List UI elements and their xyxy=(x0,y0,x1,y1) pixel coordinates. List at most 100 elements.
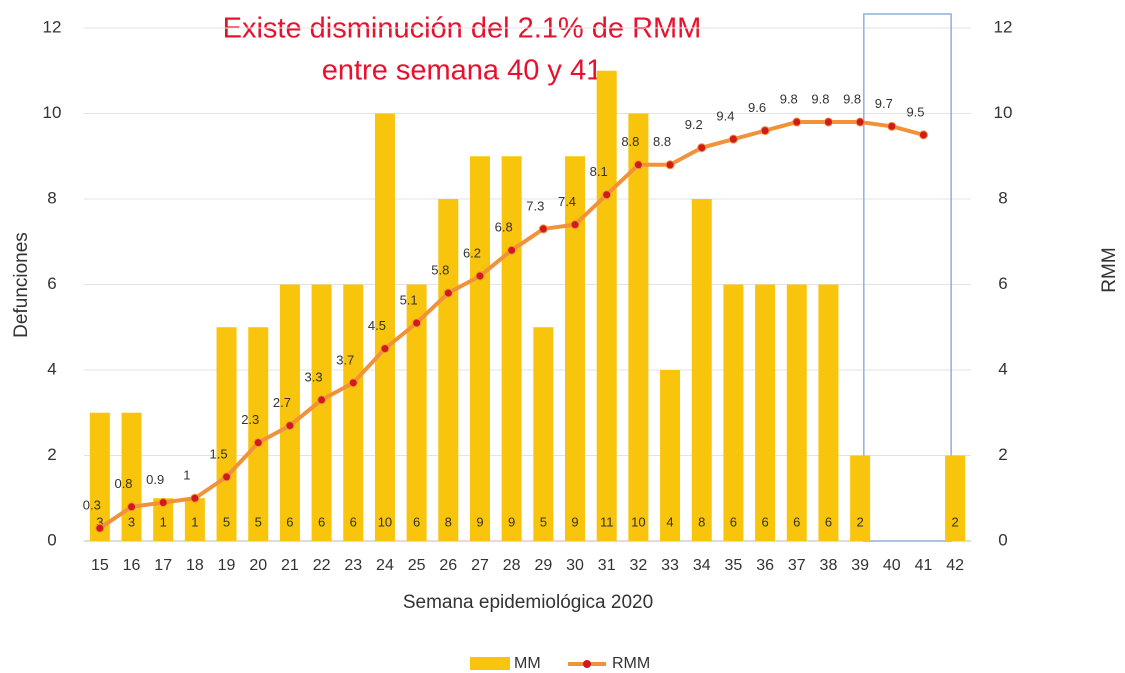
x-tick-label: 34 xyxy=(693,557,711,574)
line-marker xyxy=(412,318,422,328)
x-tick-label: 30 xyxy=(566,557,584,574)
bar xyxy=(628,113,649,541)
x-tick-label: 22 xyxy=(313,557,331,574)
bar-value-label: 6 xyxy=(730,514,737,529)
bar-value-label: 8 xyxy=(445,514,452,529)
y-tick-label: 10 xyxy=(43,103,62,122)
y-tick-label: 0 xyxy=(47,530,56,549)
line-value-label: 1.5 xyxy=(210,446,228,461)
y2-axis-label: RMM xyxy=(1099,247,1120,292)
line-marker xyxy=(728,134,738,144)
y2-tick-label: 6 xyxy=(998,274,1007,293)
x-tick-label: 37 xyxy=(788,557,806,574)
x-tick-label: 25 xyxy=(408,557,426,574)
line-value-label: 0.8 xyxy=(114,476,132,491)
line-marker xyxy=(665,160,675,170)
bar xyxy=(311,284,332,541)
line-value-label: 7.3 xyxy=(526,198,544,213)
y2-tick-label: 12 xyxy=(994,17,1013,36)
bar-value-label: 6 xyxy=(793,514,800,529)
bar xyxy=(501,156,522,541)
line-value-label: 0.3 xyxy=(83,498,101,513)
line-value-label: 4.5 xyxy=(368,318,386,333)
line-marker xyxy=(285,421,295,431)
x-tick-label: 28 xyxy=(503,557,521,574)
line-value-label: 6.2 xyxy=(463,245,481,260)
line-marker xyxy=(792,117,802,127)
bar-value-label: 9 xyxy=(476,514,483,529)
line-marker xyxy=(253,438,263,448)
line-value-label: 3.7 xyxy=(336,352,354,367)
x-tick-label: 40 xyxy=(883,557,901,574)
x-tick-label: 24 xyxy=(376,557,394,574)
line-value-label: 3.3 xyxy=(305,369,323,384)
x-tick-label: 15 xyxy=(91,557,109,574)
line-marker xyxy=(475,271,485,281)
bar-value-label: 5 xyxy=(255,514,262,529)
bar-value-label: 9 xyxy=(508,514,515,529)
bar xyxy=(279,284,300,541)
line-value-label: 9.6 xyxy=(748,100,766,115)
x-tick-label: 35 xyxy=(725,557,743,574)
line-value-label: 9.8 xyxy=(780,91,798,106)
y-tick-label: 12 xyxy=(43,17,62,36)
x-tick-label: 29 xyxy=(534,557,552,574)
x-tick-label: 19 xyxy=(218,557,236,574)
line-value-label: 5.1 xyxy=(400,292,418,307)
y-axis-label: Defunciones xyxy=(11,232,32,338)
bar-value-label: 5 xyxy=(540,514,547,529)
y-tick-label: 8 xyxy=(47,188,56,207)
bar xyxy=(786,284,807,541)
line-value-label: 8.1 xyxy=(590,164,608,179)
x-axis-label: Semana epidemiológica 2020 xyxy=(403,592,653,613)
x-tick-label: 27 xyxy=(471,557,489,574)
line-marker xyxy=(380,344,390,354)
x-tick-label: 26 xyxy=(439,557,457,574)
bar xyxy=(660,370,681,541)
x-tick-label: 39 xyxy=(851,557,869,574)
bar-value-label: 2 xyxy=(952,514,959,529)
bar-value-label: 8 xyxy=(698,514,705,529)
line-marker xyxy=(443,288,453,298)
bar-value-label: 4 xyxy=(666,514,673,529)
line-value-label: 2.7 xyxy=(273,395,291,410)
x-tick-label: 21 xyxy=(281,557,299,574)
bar xyxy=(184,498,205,541)
bar xyxy=(89,412,110,541)
bar-value-label: 5 xyxy=(223,514,230,529)
bar-value-label: 6 xyxy=(825,514,832,529)
bar xyxy=(248,327,269,541)
bar-value-label: 6 xyxy=(761,514,768,529)
legend-marker xyxy=(583,660,591,668)
line-value-label: 8.8 xyxy=(621,134,639,149)
bar xyxy=(406,284,427,541)
bar-value-label: 6 xyxy=(350,514,357,529)
bar-value-label: 2 xyxy=(857,514,864,529)
line-marker xyxy=(222,472,232,482)
y-tick-label: 6 xyxy=(47,274,56,293)
x-tick-label: 31 xyxy=(598,557,616,574)
x-tick-label: 42 xyxy=(946,557,964,574)
y2-tick-label: 2 xyxy=(998,445,1007,464)
legend-label: RMM xyxy=(612,655,650,672)
bar-value-label: 10 xyxy=(378,514,392,529)
bar xyxy=(565,156,586,541)
line-marker xyxy=(823,117,833,127)
line-value-label: 9.5 xyxy=(906,104,924,119)
bar-value-label: 9 xyxy=(571,514,578,529)
line-value-label: 9.8 xyxy=(843,91,861,106)
bar xyxy=(438,199,459,541)
line-marker xyxy=(855,117,865,127)
bar xyxy=(723,284,744,541)
line-value-label: 9.4 xyxy=(716,109,734,124)
line-marker xyxy=(887,121,897,131)
bar-value-label: 11 xyxy=(600,514,614,529)
line-value-label: 8.8 xyxy=(653,134,671,149)
line-marker xyxy=(127,502,137,512)
line-marker xyxy=(918,130,928,140)
x-tick-label: 38 xyxy=(820,557,838,574)
highlight-box xyxy=(863,13,952,542)
y-tick-label: 2 xyxy=(47,445,56,464)
bar-value-label: 3 xyxy=(96,514,103,529)
